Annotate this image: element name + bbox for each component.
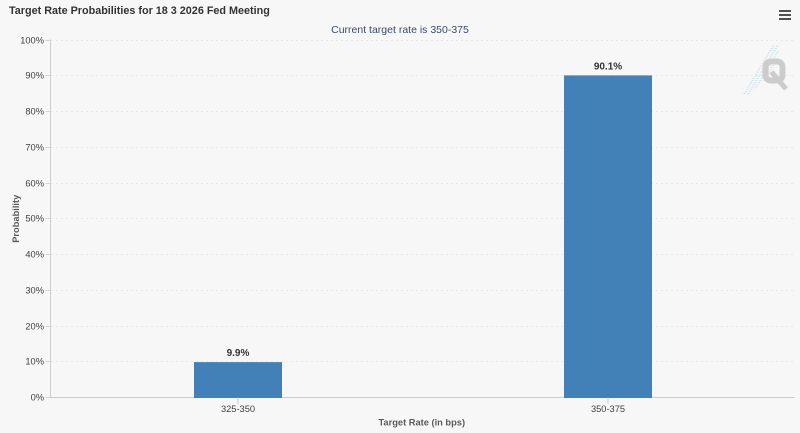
hamburger-bar (779, 17, 791, 20)
hamburger-icon (779, 9, 791, 22)
y-axis-label-50: 50% (25, 214, 44, 224)
y-axis-label-80: 80% (25, 107, 44, 117)
watermark-q-tail (769, 70, 788, 91)
y-axis-label-40: 40% (25, 250, 44, 260)
y-axis-label-20: 20% (25, 322, 44, 332)
data-label-325-350: 9.9% (227, 348, 250, 359)
y-axis-title: Probability (11, 194, 21, 243)
x-axis-label-325-350: 325-350 (221, 404, 255, 414)
hamburger-bar (779, 9, 791, 12)
y-axis-label-90: 90% (25, 71, 44, 81)
y-axis-label-0: 0% (31, 393, 44, 403)
y-axis-label-70: 70% (25, 143, 44, 153)
bar-350-375[interactable] (564, 75, 652, 398)
y-axis-label-100: 100% (20, 36, 44, 46)
watermark-q-ring (762, 58, 786, 84)
y-axis-label-30: 30% (25, 286, 44, 296)
y-axis-label-10: 10% (25, 357, 44, 367)
hamburger-bar (779, 13, 791, 16)
x-axis-label-350-375: 350-375 (591, 404, 625, 414)
y-axis-label-60: 60% (25, 179, 44, 189)
watermark-q-logo (743, 45, 788, 94)
chart-subtitle: Current target rate is 350-375 (331, 23, 469, 36)
chart-title: Target Rate Probabilities for 18 3 2026 … (9, 5, 270, 17)
bar-325-350[interactable] (194, 362, 282, 398)
chart-context-menu-button[interactable] (776, 5, 794, 23)
x-axis-title: Target Rate (in bps) (378, 418, 465, 428)
data-label-350-375: 90.1% (594, 61, 622, 72)
